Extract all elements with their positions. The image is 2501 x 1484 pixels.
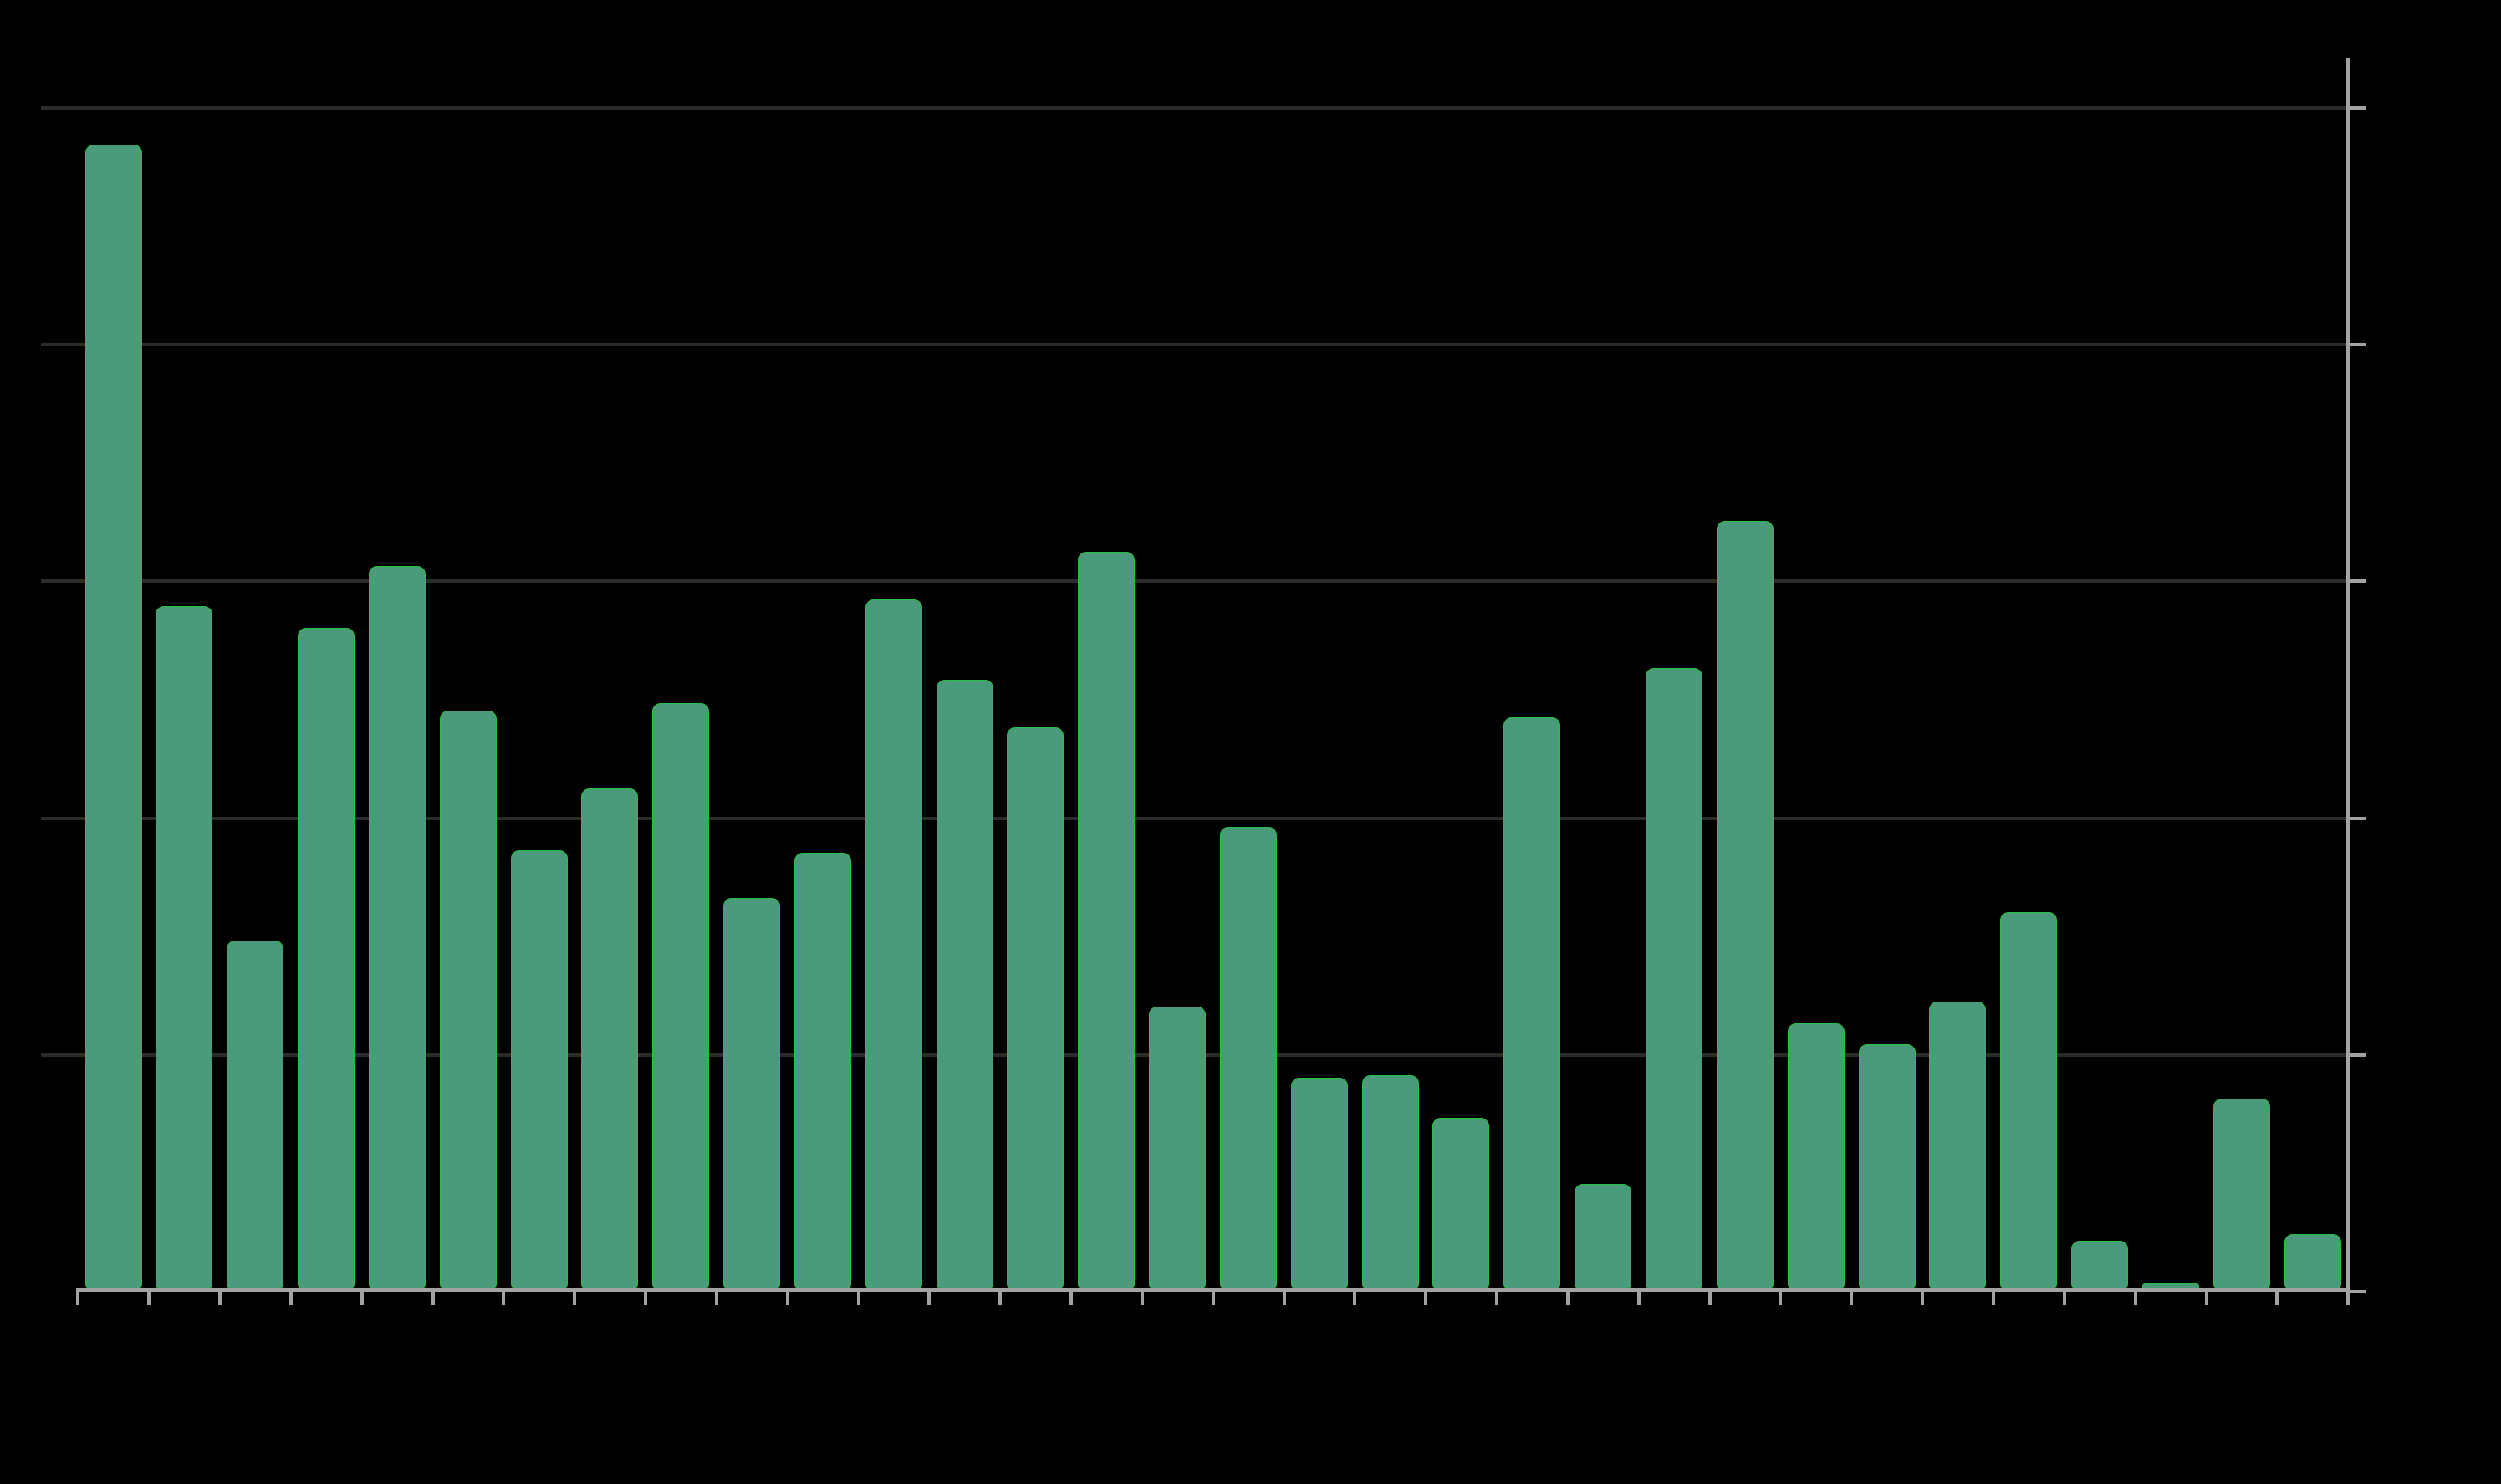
y-gridline <box>41 343 2348 347</box>
y-tick <box>2350 579 2366 584</box>
bar <box>2071 1241 2129 1288</box>
x-tick <box>288 1292 293 1305</box>
x-tick <box>1353 1292 1357 1305</box>
bar <box>1787 1022 1845 1288</box>
bar <box>1716 521 1774 1288</box>
bar <box>865 599 922 1288</box>
bar <box>652 703 710 1288</box>
x-tick <box>76 1292 80 1305</box>
x-tick <box>1850 1292 1854 1305</box>
y-gridline <box>41 816 2348 820</box>
y-tick <box>2350 816 2366 820</box>
bar <box>1007 727 1064 1288</box>
y-gridline <box>41 106 2348 110</box>
x-tick <box>1707 1292 1712 1305</box>
x-tick <box>927 1292 931 1305</box>
x-tick <box>1636 1292 1641 1305</box>
x-tick <box>431 1292 435 1305</box>
y-axis-right-spine <box>2346 58 2350 1293</box>
x-tick <box>1140 1292 1144 1305</box>
bar <box>1503 717 1561 1288</box>
x-tick <box>2275 1292 2279 1305</box>
bar <box>936 680 993 1288</box>
x-tick <box>573 1292 577 1305</box>
x-tick <box>217 1292 222 1305</box>
x-tick <box>1211 1292 1215 1305</box>
bar <box>1645 668 1702 1288</box>
x-tick <box>856 1292 860 1305</box>
x-tick <box>714 1292 718 1305</box>
bar <box>298 627 355 1288</box>
x-tick <box>644 1292 648 1305</box>
x-tick <box>998 1292 1003 1305</box>
x-tick <box>1991 1292 1995 1305</box>
bar <box>1575 1184 1632 1288</box>
bar <box>1929 1002 1987 1288</box>
bar <box>581 788 639 1288</box>
bar <box>2213 1099 2270 1288</box>
x-tick <box>1921 1292 1925 1305</box>
bar <box>510 850 568 1288</box>
bar <box>2141 1283 2199 1288</box>
y-tick <box>2350 343 2366 347</box>
bar <box>723 897 781 1288</box>
x-axis-spine <box>76 1288 2350 1292</box>
x-tick <box>360 1292 364 1305</box>
bar <box>227 940 284 1288</box>
bar <box>156 606 213 1288</box>
bar <box>2000 911 2058 1288</box>
y-tick <box>2350 106 2366 110</box>
bar <box>794 852 851 1288</box>
x-tick <box>2062 1292 2066 1305</box>
bar <box>1858 1044 1916 1288</box>
x-tick <box>1779 1292 1783 1305</box>
x-tick <box>785 1292 789 1305</box>
x-tick <box>1069 1292 1074 1305</box>
bar <box>368 566 426 1288</box>
x-tick <box>1424 1292 1428 1305</box>
bar <box>1149 1006 1207 1288</box>
y-gridline <box>41 579 2348 584</box>
bar <box>2284 1233 2341 1288</box>
x-tick <box>147 1292 151 1305</box>
y-tick <box>2350 1290 2366 1293</box>
x-tick <box>2133 1292 2137 1305</box>
x-tick <box>502 1292 506 1305</box>
bar <box>439 710 497 1288</box>
bar <box>1290 1077 1348 1288</box>
bar <box>84 145 142 1288</box>
bar <box>1078 552 1136 1288</box>
x-tick <box>2346 1292 2350 1305</box>
bar <box>1432 1118 1490 1288</box>
x-tick <box>1282 1292 1286 1305</box>
x-tick <box>2204 1292 2208 1305</box>
x-tick <box>1495 1292 1499 1305</box>
bar <box>1361 1075 1419 1288</box>
y-tick <box>2350 1053 2366 1057</box>
x-tick <box>1565 1292 1570 1305</box>
bar <box>1219 826 1277 1288</box>
